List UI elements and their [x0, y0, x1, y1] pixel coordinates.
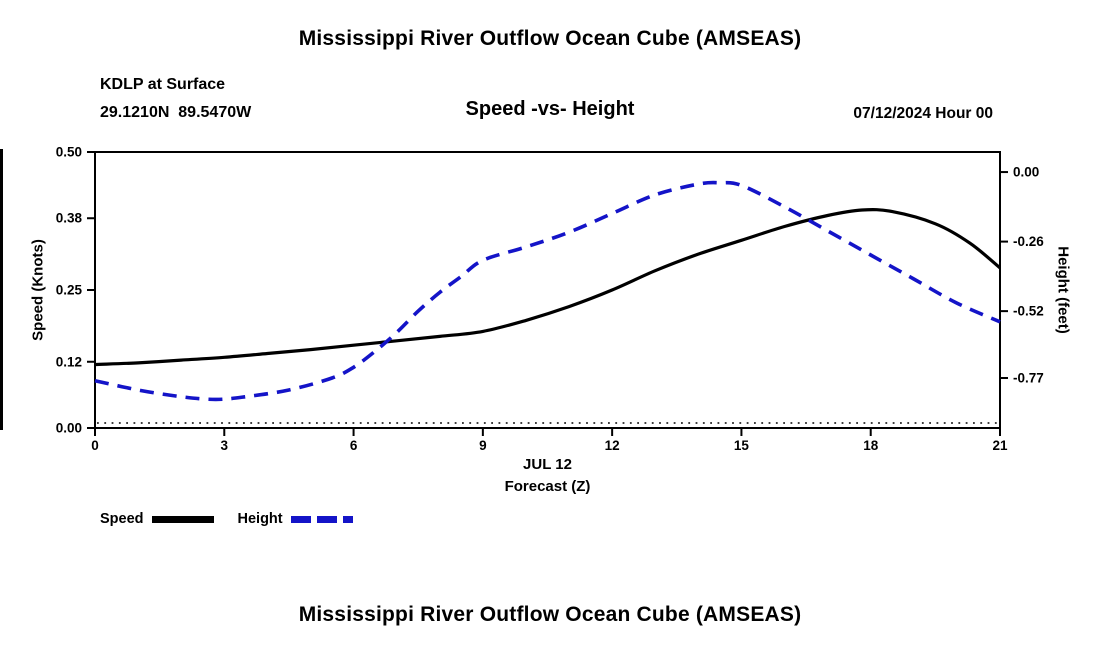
left-tick-label: 0.12 — [56, 354, 82, 369]
station-label: KDLP at Surface — [100, 76, 226, 93]
left-tick-label: 0.25 — [56, 283, 83, 298]
legend-speed-line-swatch — [151, 515, 214, 523]
x-tick-label: 21 — [992, 438, 1008, 453]
page-title-bottom: Mississippi River Outflow Ocean Cube (AM… — [298, 603, 802, 626]
x-tick-label: 3 — [221, 438, 229, 453]
page-title-top: Mississippi River Outflow Ocean Cube (AM… — [298, 27, 802, 50]
left-tick-label: 0.00 — [56, 421, 82, 436]
left-tick-label: 0.50 — [56, 145, 82, 160]
legend-speed-label: Speed — [100, 511, 144, 527]
left-tick-label: 0.38 — [56, 211, 83, 226]
right-tick-label: -0.77 — [1013, 370, 1044, 385]
plot-title: Speed -vs- Height — [465, 98, 635, 120]
chart-plot-area: 0 3 6 9 12 15 18 21 0.00 0.12 0.25 0.38 0.50 0.00 -0.2… — [56, 145, 1045, 454]
right-tick-label: 0.00 — [1013, 165, 1039, 180]
height-line — [94, 180, 1001, 402]
left-edge-line — [0, 149, 3, 430]
legend-height-line-swatch — [290, 515, 353, 523]
x-axis-title: Forecast (Z) — [504, 478, 591, 495]
x-tick-label: 15 — [734, 438, 750, 453]
x-axis-date-label: JUL 12 — [523, 456, 572, 473]
x-tick-label: 9 — [479, 438, 487, 453]
run-datetime-label: 07/12/2024 Hour 00 — [853, 105, 993, 122]
right-tick-label: -0.52 — [1013, 304, 1044, 319]
right-tick-label: -0.26 — [1013, 234, 1044, 249]
speed-line — [94, 207, 1002, 367]
plot-frame — [94, 151, 1001, 429]
x-tick-label: 0 — [91, 438, 99, 453]
x-tick-label: 12 — [605, 438, 620, 453]
legend-height-label: Height — [237, 511, 283, 527]
chart-legend: Speed Height — [100, 511, 377, 527]
x-tick-label: 18 — [863, 438, 879, 453]
x-tick-label: 6 — [350, 438, 358, 453]
coordinates-label: 29.1210N 89.5470W — [100, 104, 252, 121]
